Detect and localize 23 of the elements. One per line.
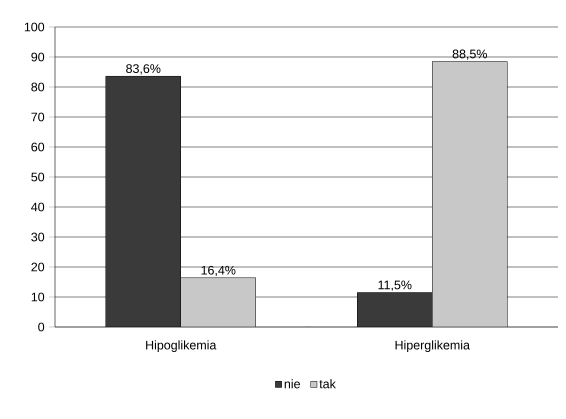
y-tick-label: 10 xyxy=(32,292,44,302)
y-tick-label: 30 xyxy=(31,232,44,242)
bar xyxy=(106,76,181,327)
y-tick-label: 70 xyxy=(31,112,44,122)
y-tick-label: 20 xyxy=(31,262,44,272)
bar xyxy=(357,292,433,327)
y-tick-label: 80 xyxy=(31,82,44,92)
data-label: 88,5% xyxy=(452,50,487,60)
y-tick-label: 0 xyxy=(38,322,44,332)
bar xyxy=(180,278,256,327)
y-tick-label: 60 xyxy=(31,142,44,152)
legend-label: tak xyxy=(319,379,336,388)
bar xyxy=(432,61,508,327)
x-tick-label: Hipoglikemia xyxy=(146,340,216,352)
data-label: 16,4% xyxy=(202,266,236,276)
y-tick-label: 100 xyxy=(24,22,44,32)
legend-label: nie xyxy=(284,379,300,388)
y-tick-label: 90 xyxy=(31,52,44,62)
data-label: 11,5% xyxy=(378,280,412,291)
data-label: 83,6% xyxy=(126,64,160,74)
x-tick-label: Hiperglikemia xyxy=(396,340,470,352)
y-tick-label: 50 xyxy=(31,172,44,182)
y-tick-label: 40 xyxy=(31,202,44,212)
